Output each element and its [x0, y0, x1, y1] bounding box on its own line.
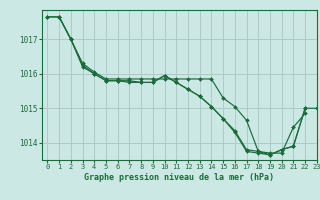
X-axis label: Graphe pression niveau de la mer (hPa): Graphe pression niveau de la mer (hPa)	[84, 173, 274, 182]
